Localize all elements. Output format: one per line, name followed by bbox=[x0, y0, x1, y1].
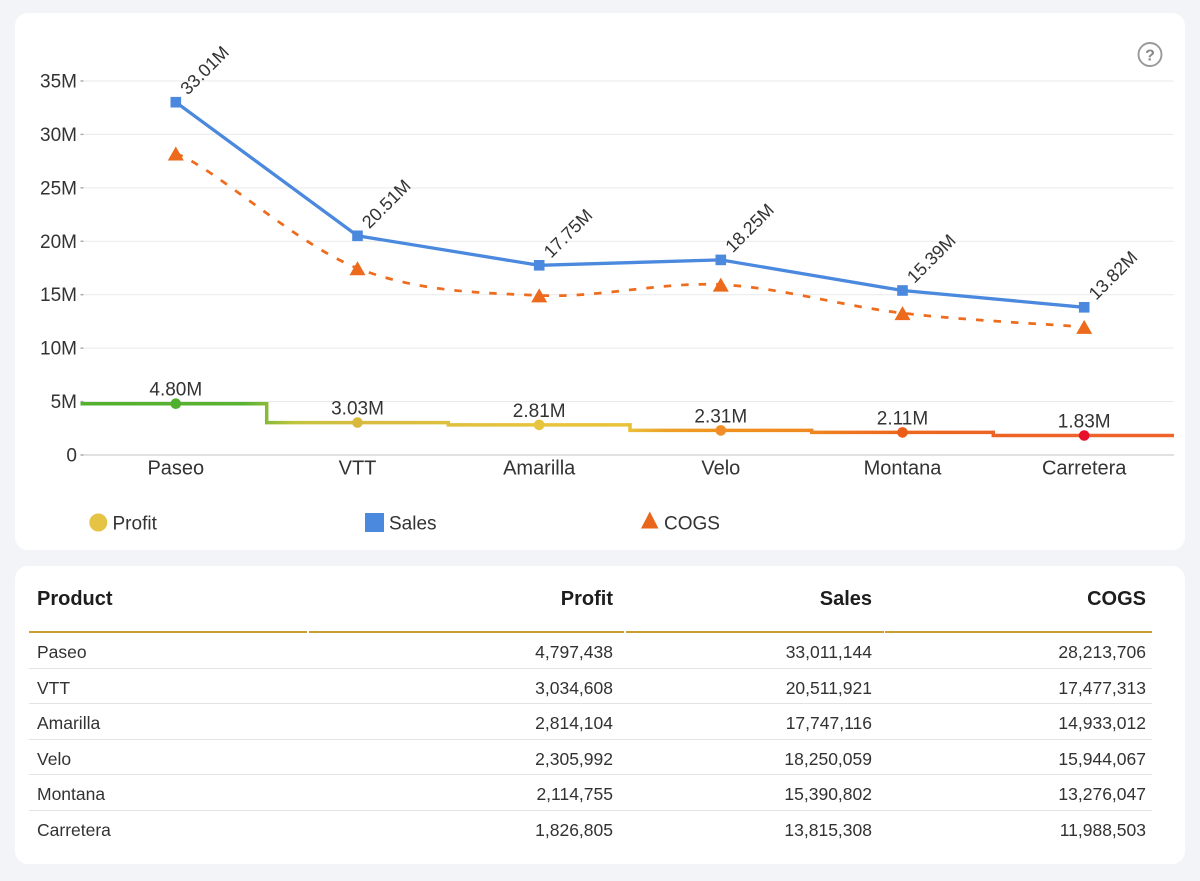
svg-text:VTT: VTT bbox=[339, 458, 377, 480]
svg-text:Montana: Montana bbox=[864, 458, 943, 480]
svg-text:15.39M: 15.39M bbox=[903, 230, 960, 287]
svg-text:2.31M: 2.31M bbox=[694, 406, 747, 427]
svg-text:0: 0 bbox=[66, 446, 77, 467]
svg-text:4.80M: 4.80M bbox=[149, 380, 202, 401]
svg-text:18.25M: 18.25M bbox=[721, 200, 778, 257]
svg-text:25M: 25M bbox=[40, 178, 77, 199]
svg-text:17.75M: 17.75M bbox=[540, 205, 597, 262]
svg-text:20.51M: 20.51M bbox=[358, 176, 415, 233]
svg-text:Paseo: Paseo bbox=[147, 458, 204, 480]
svg-text:20M: 20M bbox=[40, 232, 77, 253]
svg-text:?: ? bbox=[1145, 48, 1155, 65]
svg-text:COGS: COGS bbox=[664, 514, 720, 535]
svg-text:10M: 10M bbox=[40, 339, 77, 360]
svg-text:Profit: Profit bbox=[113, 514, 158, 535]
svg-text:Sales: Sales bbox=[389, 514, 437, 535]
svg-text:35M: 35M bbox=[40, 71, 77, 92]
svg-text:1.83M: 1.83M bbox=[1058, 412, 1111, 433]
svg-text:15M: 15M bbox=[40, 285, 77, 306]
svg-text:Velo: Velo bbox=[701, 458, 740, 480]
svg-text:Carretera: Carretera bbox=[1042, 458, 1127, 480]
svg-text:30M: 30M bbox=[40, 125, 77, 146]
svg-text:2.81M: 2.81M bbox=[513, 401, 566, 422]
svg-text:33.01M: 33.01M bbox=[176, 42, 233, 99]
svg-text:13.82M: 13.82M bbox=[1085, 247, 1142, 304]
svg-text:Amarilla: Amarilla bbox=[503, 458, 576, 480]
svg-text:5M: 5M bbox=[51, 392, 77, 413]
svg-text:3.03M: 3.03M bbox=[331, 399, 384, 420]
svg-text:2.11M: 2.11M bbox=[877, 408, 928, 429]
